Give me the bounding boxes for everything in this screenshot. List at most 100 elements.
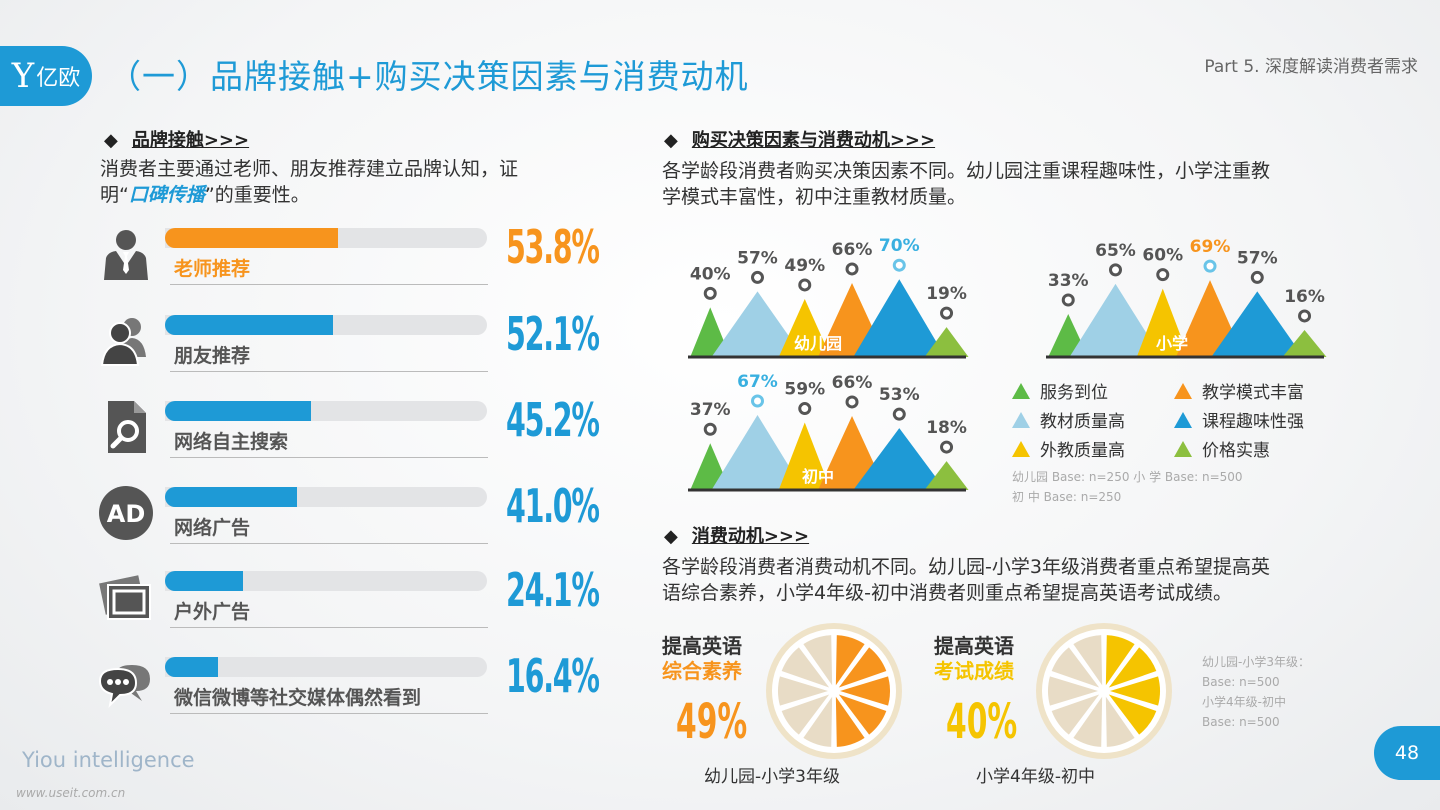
peak-marker — [940, 440, 954, 454]
diamond-icon: ◆ — [664, 130, 678, 151]
mountain-peak — [1211, 291, 1304, 357]
peak-marker — [751, 394, 764, 408]
progress-fill — [165, 487, 298, 507]
peak-value: 16% — [1284, 287, 1325, 307]
orange-segment — [781, 694, 830, 735]
peak-value: 49% — [784, 256, 825, 276]
motivation-left-value: 49% — [676, 694, 748, 750]
triangle-icon — [1012, 440, 1030, 457]
mountain-peak — [924, 327, 969, 357]
legend-item: 价格实惠 — [1174, 436, 1334, 461]
decision-heading: ◆ 购买决策因素与消费动机>>> — [664, 130, 936, 151]
legend-item: 外教质量高 — [1012, 436, 1174, 461]
orange-segment — [838, 647, 887, 688]
orange-segment — [1105, 696, 1135, 747]
legend-item: 教学模式丰富 — [1174, 378, 1334, 403]
part-label: Part 5. 深度解读消费者需求 — [1204, 57, 1418, 77]
peak-value: 66% — [832, 240, 873, 260]
row-underline — [170, 371, 488, 372]
person-suit-icon — [98, 226, 154, 282]
peak-marker — [1156, 268, 1170, 282]
decision-base-1: 幼儿园 Base: n=250 小 学 Base: n=500 — [1012, 470, 1243, 484]
mountain-chart-2: 37% 67% 59% 66% 53% 18% 初中 — [688, 372, 969, 492]
progress-fill — [165, 228, 339, 248]
orange-segment — [1108, 647, 1157, 688]
peak-marker — [1298, 309, 1312, 323]
mountain-peak — [853, 428, 946, 490]
progress-fill — [165, 571, 243, 591]
peak-marker — [1203, 259, 1217, 273]
billboard-icon — [98, 569, 154, 625]
peak-marker — [751, 270, 764, 284]
motivation-base: 幼儿园-小学3年级： Base: n=500 小学4年级-初中 Base: n=… — [1202, 655, 1310, 729]
peak-marker — [1109, 263, 1122, 277]
orange-segment — [838, 694, 887, 735]
mountain-peak — [1069, 283, 1162, 357]
peak-value: 69% — [1190, 237, 1231, 257]
orange-segment — [803, 696, 833, 747]
legend-label: 外教质量高 — [1040, 441, 1125, 461]
peak-value: 59% — [784, 380, 825, 400]
motivation-left-title: 提高英语 综合素养 — [662, 634, 742, 683]
channel-label: 网络广告 — [174, 517, 251, 539]
mountain-peak — [1282, 329, 1327, 357]
peak-value: 19% — [926, 284, 967, 304]
orange-segment — [1048, 676, 1098, 706]
channel-percentage: 52.1% — [506, 307, 600, 361]
decision-desc: 各学龄段消费者购买决策因素不同。幼儿园注重课程趣味性，小学注重教 学模式丰富性，… — [662, 160, 1271, 208]
chart-name: 幼儿园 — [794, 334, 842, 353]
progress-track — [165, 487, 487, 507]
orange-segment — [1073, 635, 1103, 686]
svg-text:AD: AD — [107, 500, 146, 528]
peak-marker — [703, 422, 717, 436]
orange-segment — [1051, 694, 1100, 735]
brand-contact-desc: 消费者主要通过老师、朋友推荐建立品牌认知，证 明“口碑传播”的重要性。 — [100, 158, 519, 206]
peak-marker — [845, 262, 859, 276]
ad-icon: AD — [98, 485, 154, 541]
peak-value: 57% — [737, 248, 778, 268]
peak-value: 65% — [1095, 241, 1136, 261]
orange-chart-right — [1036, 623, 1172, 759]
legend-item: 服务到位 — [1012, 378, 1174, 403]
channel-percentage: 24.1% — [506, 563, 600, 617]
orange-segment — [1073, 696, 1103, 747]
legend-label: 课程趣味性强 — [1202, 412, 1304, 432]
progress-track — [165, 228, 487, 248]
peak-value: 37% — [690, 400, 731, 420]
mountain-peak — [711, 291, 804, 357]
progress-track — [165, 401, 487, 421]
peak-value: 70% — [879, 236, 920, 256]
progress-track — [165, 315, 487, 335]
logo-text: 亿欧 — [36, 66, 81, 91]
orange-segment — [1108, 694, 1157, 735]
mountain-peak — [853, 279, 946, 357]
channel-label: 网络自主搜索 — [174, 431, 289, 453]
peak-marker — [845, 395, 859, 409]
peak-value: 66% — [832, 373, 873, 393]
channel-label: 户外广告 — [174, 601, 251, 623]
channel-percentage: 53.8% — [506, 220, 600, 274]
chat-icon — [98, 655, 154, 711]
peak-marker — [703, 286, 717, 300]
peak-marker — [892, 258, 906, 272]
peak-marker — [1250, 270, 1264, 284]
orange-segment — [1110, 676, 1161, 706]
decision-legend: 服务到位 教学模式丰富 教材质量高 课程趣味性强 外教质量高 价格实惠 — [1012, 378, 1332, 461]
channel-label: 朋友推荐 — [174, 345, 251, 367]
orange-segment — [1105, 635, 1135, 686]
row-underline — [170, 713, 488, 714]
peak-value: 60% — [1142, 246, 1183, 266]
mountain-peak — [1136, 288, 1189, 357]
peak-marker — [1061, 293, 1075, 307]
brand-contact-heading: ◆ 品牌接触>>> — [104, 130, 250, 151]
motivation-desc: 各学龄段消费者消费动机不同。幼儿园-小学3年级消费者重点希望提高英 语综合素养，… — [662, 556, 1270, 604]
mountain-peak — [778, 298, 831, 357]
orange-segment — [835, 635, 865, 686]
peak-value: 18% — [926, 418, 967, 438]
chart-name: 初中 — [802, 467, 834, 486]
legend-label: 服务到位 — [1040, 383, 1108, 403]
progress-fill — [165, 657, 218, 677]
orange-segment — [835, 696, 865, 747]
orange-segment — [778, 676, 828, 706]
